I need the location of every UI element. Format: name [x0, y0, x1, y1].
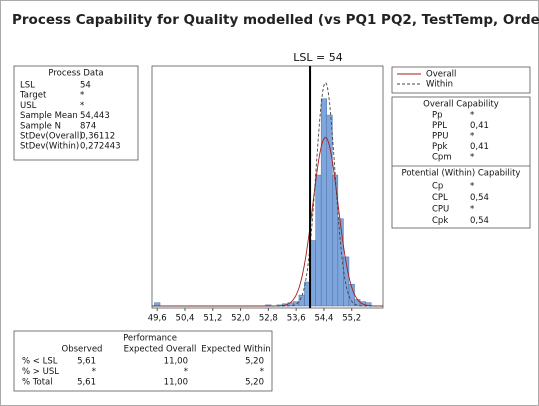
row-value: * [470, 132, 474, 142]
column-header: Expected Within [201, 345, 270, 355]
row-value: 11,00 [164, 357, 188, 367]
x-tick-label: 53,6 [287, 314, 306, 324]
chart-title: Process Capability for Quality modelled … [12, 12, 539, 28]
row-value: 0,41 [470, 121, 489, 131]
x-tick-label: 52,0 [231, 314, 250, 324]
row-value: 0,272443 [80, 142, 121, 152]
column-header: Observed [62, 345, 103, 355]
row-label: Cp [432, 182, 443, 192]
bar [298, 294, 305, 307]
process-data-box [13, 65, 139, 161]
row-value: * [470, 205, 474, 215]
row-value: 5,61 [77, 378, 96, 388]
table-title: Process Data [48, 69, 103, 79]
fit-curve [152, 82, 383, 307]
row-label: PPU [432, 132, 448, 142]
row-label: Cpk [432, 216, 448, 226]
row-value: * [80, 101, 84, 111]
table-title: Performance [123, 334, 177, 344]
x-tick-label: 49,6 [148, 314, 167, 324]
bar [326, 114, 333, 307]
row-label: Pp [432, 111, 443, 121]
row-label: % Total [22, 378, 53, 388]
row-label: CPL [432, 193, 448, 203]
capability-box [391, 96, 531, 229]
row-label: LSL [20, 81, 35, 91]
table-title: Overall Capability [423, 100, 499, 110]
row-label: % > USL [22, 367, 59, 377]
x-tick-label: 55,2 [342, 314, 361, 324]
x-tick-label: 51,2 [203, 314, 222, 324]
x-tick-label: 50,4 [176, 314, 195, 324]
row-value: * [470, 153, 474, 163]
row-value: 54 [80, 81, 91, 91]
performance-box [13, 330, 273, 392]
row-value: 11,00 [164, 378, 188, 388]
legend-box [391, 66, 531, 94]
row-label: Target [19, 91, 47, 101]
x-tick-label: 52,8 [259, 314, 278, 324]
bar [320, 98, 327, 307]
x-tick-label: 54,4 [314, 314, 333, 324]
bar [343, 256, 350, 307]
row-label: % < LSL [22, 357, 58, 367]
row-value: * [184, 367, 188, 377]
row-label: StDev(Within) [20, 142, 79, 152]
row-value: 0,36112 [80, 132, 115, 142]
row-value: 0,54 [470, 216, 489, 226]
row-value: 5,20 [245, 357, 264, 367]
row-value: * [80, 91, 84, 101]
row-value: 0,54 [470, 193, 489, 203]
row-value: * [260, 367, 264, 377]
row-label: Ppk [432, 142, 448, 152]
table-title: Potential (Within) Capability [402, 169, 521, 179]
row-label: PPL [432, 121, 447, 131]
row-label: Sample N [20, 121, 61, 131]
row-value: * [92, 367, 96, 377]
bar [315, 174, 322, 307]
column-header: Expected Overall [124, 345, 197, 355]
row-value: 5,20 [245, 378, 264, 388]
row-value: 54,443 [80, 111, 110, 121]
row-label: Cpm [432, 153, 452, 163]
row-value: 0,41 [470, 142, 489, 152]
row-label: USL [20, 101, 37, 111]
row-value: 874 [80, 121, 96, 131]
lsl-label: LSL = 54 [293, 51, 342, 64]
row-label: Sample Mean [20, 111, 78, 121]
row-value: * [470, 182, 474, 192]
legend-label: Within [426, 80, 453, 90]
row-value: 5,61 [77, 357, 96, 367]
legend-label: Overall [426, 70, 456, 80]
row-value: * [470, 111, 474, 121]
bar [365, 302, 372, 307]
bar [154, 302, 161, 307]
row-label: StDev(Overall) [20, 132, 83, 142]
row-label: CPU [432, 205, 449, 215]
